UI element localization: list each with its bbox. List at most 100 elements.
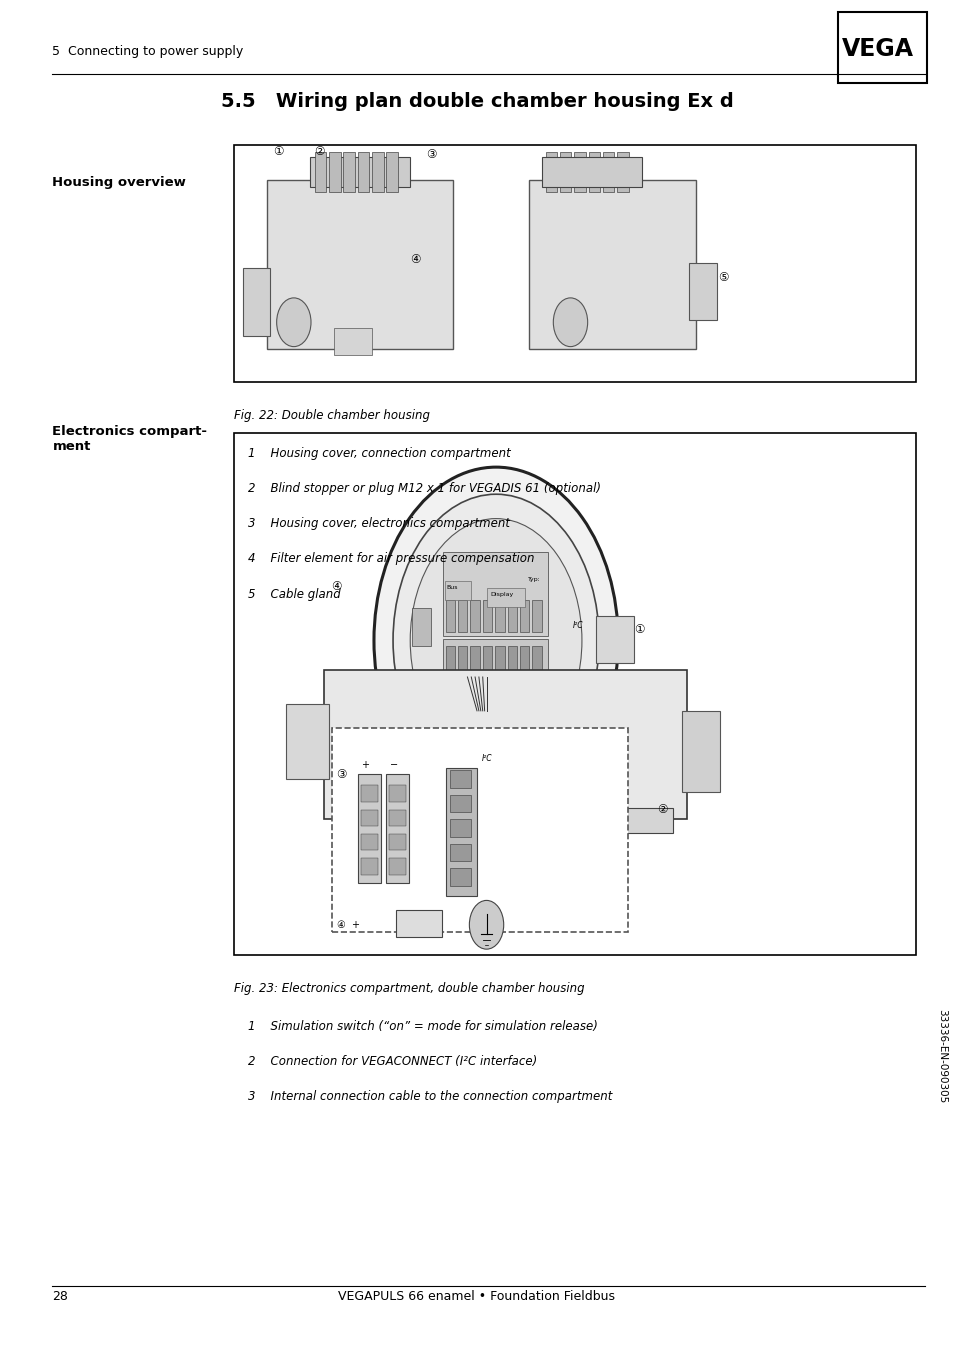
Bar [519,646,529,673]
Text: I²C: I²C [481,754,492,762]
Bar [360,810,377,826]
Bar [324,670,686,819]
Bar [541,157,641,187]
Text: ④: ④ [409,253,420,267]
Circle shape [374,467,618,814]
Text: Typ:: Typ: [527,577,539,582]
Text: ②: ② [656,803,667,816]
Bar [444,581,471,600]
Bar [389,810,406,826]
Bar [456,691,532,724]
Text: −: − [390,760,397,770]
Bar [529,180,696,349]
Bar [495,600,504,632]
Text: 2    Blind stopper or plug M12 x 1 for VEGADIS 61 (optional): 2 Blind stopper or plug M12 x 1 for VEGA… [248,482,600,496]
Bar [389,785,406,802]
Text: 1    Housing cover, connection compartment: 1 Housing cover, connection compartment [248,447,510,460]
Bar [495,646,504,673]
Bar [442,639,547,677]
Bar [357,152,369,192]
Bar [233,145,915,382]
Bar [681,711,720,792]
Circle shape [410,519,581,762]
Text: ①: ① [273,145,284,158]
Text: Fig. 22: Double chamber housing: Fig. 22: Double chamber housing [233,409,429,422]
Bar [445,646,455,673]
Bar [286,704,329,779]
Text: 2    Connection for VEGACONNECT (I²C interface): 2 Connection for VEGACONNECT (I²C interf… [248,1055,537,1068]
Bar [482,646,492,673]
Text: 3    Internal connection cable to the connection compartment: 3 Internal connection cable to the conne… [248,1090,612,1104]
Bar [450,770,471,788]
Bar [507,646,517,673]
Bar [360,785,377,802]
Bar [457,600,467,632]
Bar [588,152,599,192]
Text: ⑤: ⑤ [717,271,728,284]
Text: ③: ③ [335,768,347,781]
Bar [442,552,547,636]
Bar [532,600,541,632]
Bar [372,152,383,192]
Circle shape [469,900,503,949]
Text: 5  Connecting to power supply: 5 Connecting to power supply [52,45,243,58]
Bar [395,910,441,937]
Bar [343,152,355,192]
Bar [445,600,455,632]
Bar [450,844,471,861]
Circle shape [276,298,311,347]
Bar [310,157,410,187]
Bar [486,588,524,607]
Bar [334,328,372,355]
Bar [482,600,492,632]
Bar [450,868,471,886]
Text: ②: ② [314,145,325,158]
Text: ④: ④ [331,580,342,593]
Bar [574,152,585,192]
Text: I²C: I²C [572,621,582,630]
Text: 5.5   Wiring plan double chamber housing Ex d: 5.5 Wiring plan double chamber housing E… [220,92,733,111]
Bar [602,152,614,192]
Bar [332,728,627,932]
Bar [688,263,717,320]
Bar [507,600,517,632]
Bar [386,774,409,883]
Bar [386,152,397,192]
Bar [314,152,326,192]
Circle shape [393,494,598,787]
Bar [233,433,915,955]
Text: ④  +: ④ + [336,919,359,930]
Bar [338,808,672,833]
Bar [267,180,453,349]
Bar [545,152,557,192]
Text: 4    Filter element for air pressure compensation: 4 Filter element for air pressure compen… [248,552,534,566]
Text: +: + [361,760,369,770]
Bar [360,858,377,875]
Bar [412,608,431,646]
Bar [519,600,529,632]
Text: ③: ③ [425,148,436,161]
Text: VEGAPULS 66 enamel • Foundation Fieldbus: VEGAPULS 66 enamel • Foundation Fieldbus [338,1289,615,1303]
Text: 1    Simulation switch (“on” = mode for simulation release): 1 Simulation switch (“on” = mode for sim… [248,1020,598,1033]
Text: VEGA: VEGA [841,37,913,61]
Text: Display: Display [490,592,513,597]
Bar [596,616,634,663]
Bar [360,834,377,850]
Bar [532,646,541,673]
Bar [446,768,476,896]
Bar [559,152,571,192]
Text: Electronics compart-
ment: Electronics compart- ment [52,425,207,454]
Text: Housing overview: Housing overview [52,176,186,190]
Text: 5    Cable gland: 5 Cable gland [248,588,340,601]
Bar [450,795,471,812]
Bar [357,774,380,883]
Text: Fig. 23: Electronics compartment, double chamber housing: Fig. 23: Electronics compartment, double… [233,982,584,995]
Circle shape [553,298,587,347]
Bar [457,646,467,673]
Bar [389,858,406,875]
Text: 28: 28 [52,1289,69,1303]
Text: Bus: Bus [446,585,457,590]
Bar [389,834,406,850]
FancyBboxPatch shape [837,12,926,83]
Text: ①: ① [633,623,644,636]
